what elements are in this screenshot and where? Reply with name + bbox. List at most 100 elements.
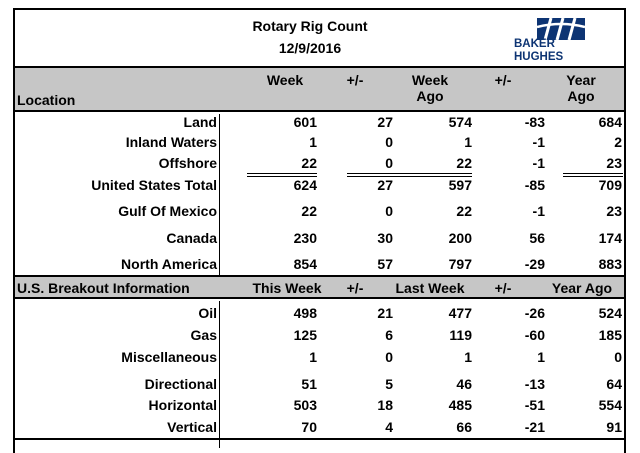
- total-rule: [247, 176, 317, 177]
- total-rule: [563, 176, 623, 177]
- change-week-column-header: +/-: [346, 72, 364, 88]
- year-ago-value: 524: [598, 305, 622, 321]
- year-ago-value: 2: [614, 134, 622, 150]
- week-ago-value: 66: [456, 419, 472, 435]
- weekly-change-value: 0: [385, 349, 393, 365]
- report-date: 12/9/2016: [278, 40, 342, 56]
- week-value: 230: [293, 230, 317, 246]
- week-ago-column-header-line2: Ago: [416, 88, 444, 104]
- week-ago-value: 119: [449, 327, 472, 343]
- yearly-change-value: 1: [537, 349, 545, 365]
- year-ago-value: 684: [598, 114, 622, 130]
- row-label: Gas: [190, 327, 217, 343]
- week-value: 1: [309, 349, 317, 365]
- year-ago-value: 554: [598, 397, 622, 413]
- breakout-column-header: U.S. Breakout Information: [17, 280, 190, 296]
- row-label: Directional: [144, 376, 217, 392]
- total-rule: [395, 173, 472, 174]
- yearly-change-value: -85: [524, 177, 545, 193]
- week-ago-value: 46: [456, 376, 472, 392]
- change-year-column-header-2: +/-: [494, 280, 512, 296]
- row-label: Vertical: [167, 419, 217, 435]
- weekly-change-value: 0: [385, 203, 393, 219]
- week-ago-value: 574: [448, 114, 472, 130]
- week-ago-value: 477: [448, 305, 472, 321]
- rig-count-table: Rotary Rig Count 12/9/2016 BAKER HUGHES …: [13, 8, 626, 453]
- yearly-change-value: -1: [532, 203, 545, 219]
- weekly-change-value: 27: [377, 177, 393, 193]
- weekly-change-value: 0: [385, 134, 393, 150]
- year-ago-value: 174: [598, 230, 622, 246]
- total-rule: [347, 176, 395, 177]
- last-week-column-header: Last Week: [395, 280, 465, 296]
- week-value: 22: [301, 203, 317, 219]
- week-value: 125: [293, 327, 317, 343]
- week-value: 70: [301, 419, 317, 435]
- yearly-change-value: -26: [524, 305, 545, 321]
- yearly-change-value: -1: [532, 155, 545, 171]
- weekly-change-value: 5: [385, 376, 393, 392]
- weekly-change-value: 4: [385, 419, 393, 435]
- change-week-column-header-2: +/-: [346, 280, 364, 296]
- week-ago-value: 200: [448, 230, 472, 246]
- week-value: 854: [293, 256, 317, 272]
- row-label: Canada: [166, 230, 217, 246]
- row-label: Miscellaneous: [121, 349, 217, 365]
- total-rule: [395, 176, 472, 177]
- year-ago-column-header: Year Ago: [551, 280, 613, 296]
- row-label: United States Total: [91, 177, 217, 193]
- table-title: Rotary Rig Count: [252, 18, 368, 34]
- location-column-header: Location: [17, 92, 76, 108]
- row-label: Oil: [198, 305, 217, 321]
- total-rule: [347, 173, 395, 174]
- week-column-header: Week: [266, 72, 304, 88]
- year-ago-value: 883: [598, 256, 622, 272]
- week-ago-value: 597: [448, 177, 472, 193]
- weekly-change-value: 30: [377, 230, 393, 246]
- row-label: Gulf Of Mexico: [118, 203, 217, 219]
- week-value: 601: [293, 114, 317, 130]
- week-value: 503: [293, 397, 317, 413]
- year-ago-column-header-line1: Year: [566, 72, 596, 88]
- yearly-change-value: -60: [524, 327, 545, 343]
- yearly-change-value: -1: [532, 134, 545, 150]
- week-ago-value: 797: [448, 256, 472, 272]
- change-year-column-header: +/-: [494, 72, 512, 88]
- week-ago-value: 22: [456, 155, 472, 171]
- row-label: Horizontal: [148, 397, 217, 413]
- breakout-header-band: U.S. Breakout Information This Week +/- …: [15, 275, 624, 299]
- week-value: 22: [301, 155, 317, 171]
- year-ago-value: 91: [606, 419, 622, 435]
- row-label: North America: [121, 256, 217, 272]
- week-value: 1: [309, 134, 317, 150]
- weekly-change-value: 6: [385, 327, 393, 343]
- week-ago-column-header-line1: Week: [411, 72, 449, 88]
- year-ago-value: 23: [606, 203, 622, 219]
- weekly-change-value: 0: [385, 155, 393, 171]
- week-ago-value: 1: [464, 134, 472, 150]
- label-column-divider: [219, 114, 220, 276]
- weekly-change-value: 21: [377, 305, 393, 321]
- weekly-change-value: 18: [377, 397, 393, 413]
- year-ago-value: 185: [598, 327, 622, 343]
- week-value: 498: [293, 305, 317, 321]
- logo-mark-icon: [537, 18, 585, 40]
- total-rule: [563, 173, 623, 174]
- week-ago-value: 22: [456, 203, 472, 219]
- table-bottom-rule: [13, 438, 626, 440]
- row-label: Land: [183, 114, 217, 130]
- year-ago-value: 64: [606, 376, 622, 392]
- yearly-change-value: -13: [524, 376, 545, 392]
- row-label: Offshore: [158, 155, 217, 171]
- year-ago-value: 709: [598, 177, 622, 193]
- total-rule: [247, 173, 317, 174]
- row-label: Inland Waters: [125, 134, 217, 150]
- logo-text-hughes: HUGHES: [514, 51, 564, 63]
- baker-hughes-logo: BAKER HUGHES: [509, 18, 609, 64]
- yearly-change-value: 56: [529, 230, 545, 246]
- week-ago-value: 1: [464, 349, 472, 365]
- location-header-band: Location Week +/- Week Ago +/- Year Ago: [15, 66, 624, 112]
- logo-text-baker: BAKER: [514, 38, 555, 50]
- yearly-change-value: -21: [524, 419, 545, 435]
- week-ago-value: 485: [448, 397, 472, 413]
